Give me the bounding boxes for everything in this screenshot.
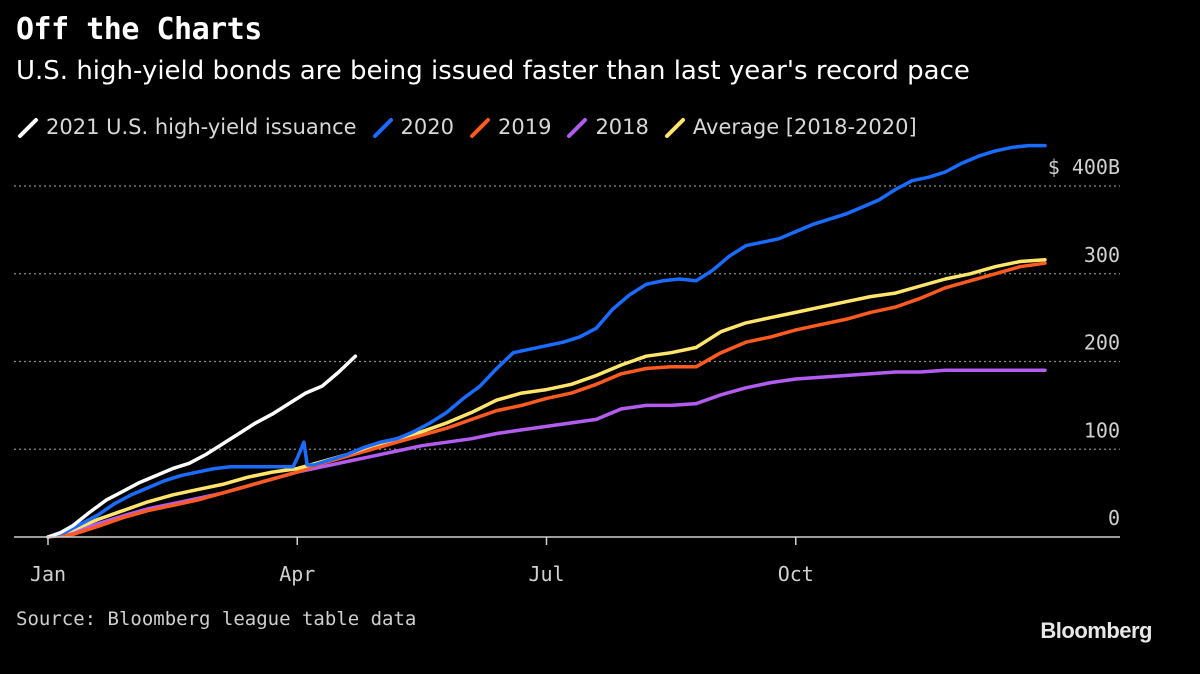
grid-layer xyxy=(14,185,1120,450)
series-line-s2019 xyxy=(46,261,1047,539)
source-note: Source: Bloomberg league table data xyxy=(16,608,417,630)
legend-item-2020: 2020 xyxy=(371,114,454,140)
series-line-s2021 xyxy=(46,354,358,539)
x-tick-label: Oct xyxy=(778,562,814,586)
legend-label-2018: 2018 xyxy=(595,115,649,139)
legend-item-2019: 2019 xyxy=(468,114,551,140)
y-tick-label: 0 xyxy=(1108,506,1120,530)
series-line-average xyxy=(46,257,1047,539)
legend-label-average: Average [2018-2020] xyxy=(692,115,917,139)
axis-layer: $ 400B 300 200 100 0 Jan Apr Jul Oct xyxy=(14,155,1120,586)
legend-label-2020: 2020 xyxy=(400,115,454,139)
chart-subtitle: U.S. high-yield bonds are being issued f… xyxy=(16,56,970,86)
legend-swatch-2020 xyxy=(372,118,393,138)
legend-label-2021: 2021 U.S. high-yield issuance xyxy=(46,115,357,139)
series-line-s2018 xyxy=(46,368,1047,539)
x-tick-label: Apr xyxy=(279,562,315,586)
series-layer xyxy=(46,143,1047,539)
legend-swatch-2019 xyxy=(469,118,490,138)
legend-swatch-2018 xyxy=(567,118,588,138)
y-tick-label: $ 400B xyxy=(1048,155,1120,179)
legend: 2021 U.S. high-yield issuance 2020 2019 … xyxy=(16,114,931,140)
legend-label-2019: 2019 xyxy=(497,115,552,139)
chart-title: Off the Charts xyxy=(16,12,262,47)
y-tick-label: 200 xyxy=(1084,331,1120,355)
series-line-s2020 xyxy=(46,143,1047,539)
legend-swatch-2021 xyxy=(18,118,38,138)
y-tick-label: 100 xyxy=(1084,418,1120,442)
x-tick-label: Jan xyxy=(30,562,66,586)
y-tick-label: 300 xyxy=(1084,243,1120,267)
x-tick-label: Jul xyxy=(528,562,564,586)
brand-logo: Bloomberg xyxy=(1040,618,1152,643)
legend-swatch-average xyxy=(664,118,685,138)
legend-item-2018: 2018 xyxy=(565,114,649,140)
legend-item-2021: 2021 U.S. high-yield issuance xyxy=(16,114,357,140)
legend-item-average: Average [2018-2020] xyxy=(663,114,917,140)
